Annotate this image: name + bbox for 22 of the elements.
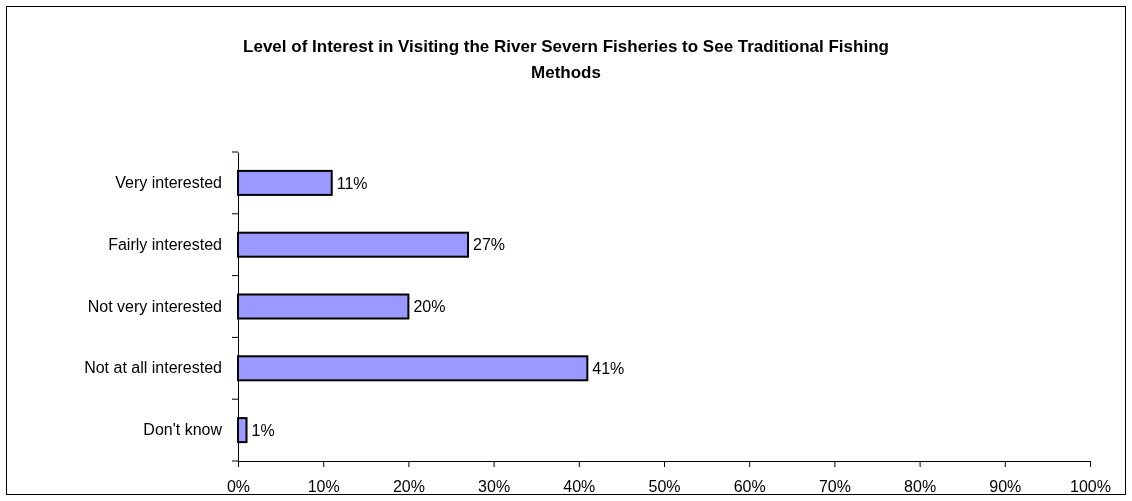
chart-title: Level of Interest in Visiting the River Severn Fisheries to See Traditional Fishing Methods — [243, 37, 889, 82]
data-label: 27% — [473, 236, 506, 254]
x-tick-label: 50% — [648, 478, 681, 496]
y-tick-label: Fairly interested — [108, 235, 222, 253]
data-label: 41% — [592, 359, 625, 377]
x-tick-label: 80% — [904, 478, 937, 496]
x-tick-label: 100% — [1070, 478, 1111, 496]
data-label: 1% — [251, 421, 275, 439]
y-tick-label: Not very interested — [87, 297, 222, 315]
x-tick-label: 10% — [307, 478, 340, 496]
x-tick-label: 0% — [226, 478, 251, 496]
x-tick-label: 40% — [563, 478, 596, 496]
y-tick-label: Very interested — [115, 174, 222, 192]
x-tick-label: 90% — [989, 478, 1022, 496]
x-tick-label: 30% — [478, 478, 511, 496]
data-label: 11% — [336, 174, 368, 192]
x-tick-label: 60% — [733, 478, 766, 496]
y-tick-label: Don't know — [143, 421, 223, 439]
data-label: 20% — [413, 298, 446, 316]
y-tick-label: Not at all interested — [84, 359, 222, 377]
x-tick-label: 20% — [392, 478, 425, 496]
x-tick-label: 70% — [818, 478, 851, 496]
